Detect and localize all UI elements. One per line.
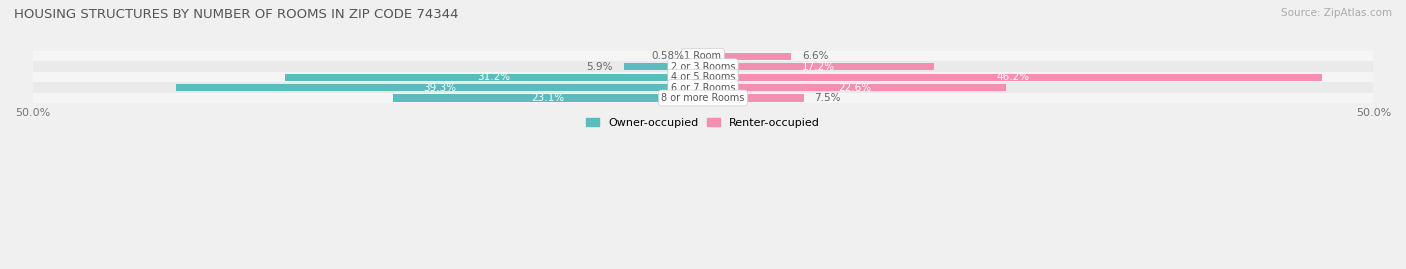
Text: 4 or 5 Rooms: 4 or 5 Rooms	[671, 72, 735, 82]
Bar	[394, 94, 703, 101]
Text: 1 Room: 1 Room	[685, 51, 721, 61]
Text: Source: ZipAtlas.com: Source: ZipAtlas.com	[1281, 8, 1392, 18]
Text: 31.2%: 31.2%	[477, 72, 510, 82]
Legend: Owner-occupied, Renter-occupied: Owner-occupied, Renter-occupied	[581, 113, 825, 132]
Bar	[703, 84, 1007, 91]
Text: 0.58%: 0.58%	[651, 51, 685, 61]
Text: 39.3%: 39.3%	[423, 83, 456, 93]
Text: 22.6%: 22.6%	[838, 83, 872, 93]
Text: 8 or more Rooms: 8 or more Rooms	[661, 93, 745, 103]
Text: HOUSING STRUCTURES BY NUMBER OF ROOMS IN ZIP CODE 74344: HOUSING STRUCTURES BY NUMBER OF ROOMS IN…	[14, 8, 458, 21]
Text: 17.2%: 17.2%	[801, 62, 835, 72]
Bar	[703, 73, 1323, 81]
Bar	[695, 53, 703, 60]
Bar	[703, 63, 934, 70]
Bar	[284, 73, 703, 81]
Bar	[703, 53, 792, 60]
Bar	[32, 72, 1374, 82]
Text: 6 or 7 Rooms: 6 or 7 Rooms	[671, 83, 735, 93]
Bar	[32, 93, 1374, 103]
Text: 46.2%: 46.2%	[995, 72, 1029, 82]
Bar	[703, 94, 804, 101]
Bar	[32, 61, 1374, 72]
Text: 2 or 3 Rooms: 2 or 3 Rooms	[671, 62, 735, 72]
Text: 5.9%: 5.9%	[586, 62, 613, 72]
Bar	[176, 84, 703, 91]
Text: 23.1%: 23.1%	[531, 93, 565, 103]
Text: 6.6%: 6.6%	[803, 51, 828, 61]
Bar	[32, 82, 1374, 93]
Bar	[624, 63, 703, 70]
Text: 7.5%: 7.5%	[814, 93, 841, 103]
Bar	[32, 51, 1374, 61]
